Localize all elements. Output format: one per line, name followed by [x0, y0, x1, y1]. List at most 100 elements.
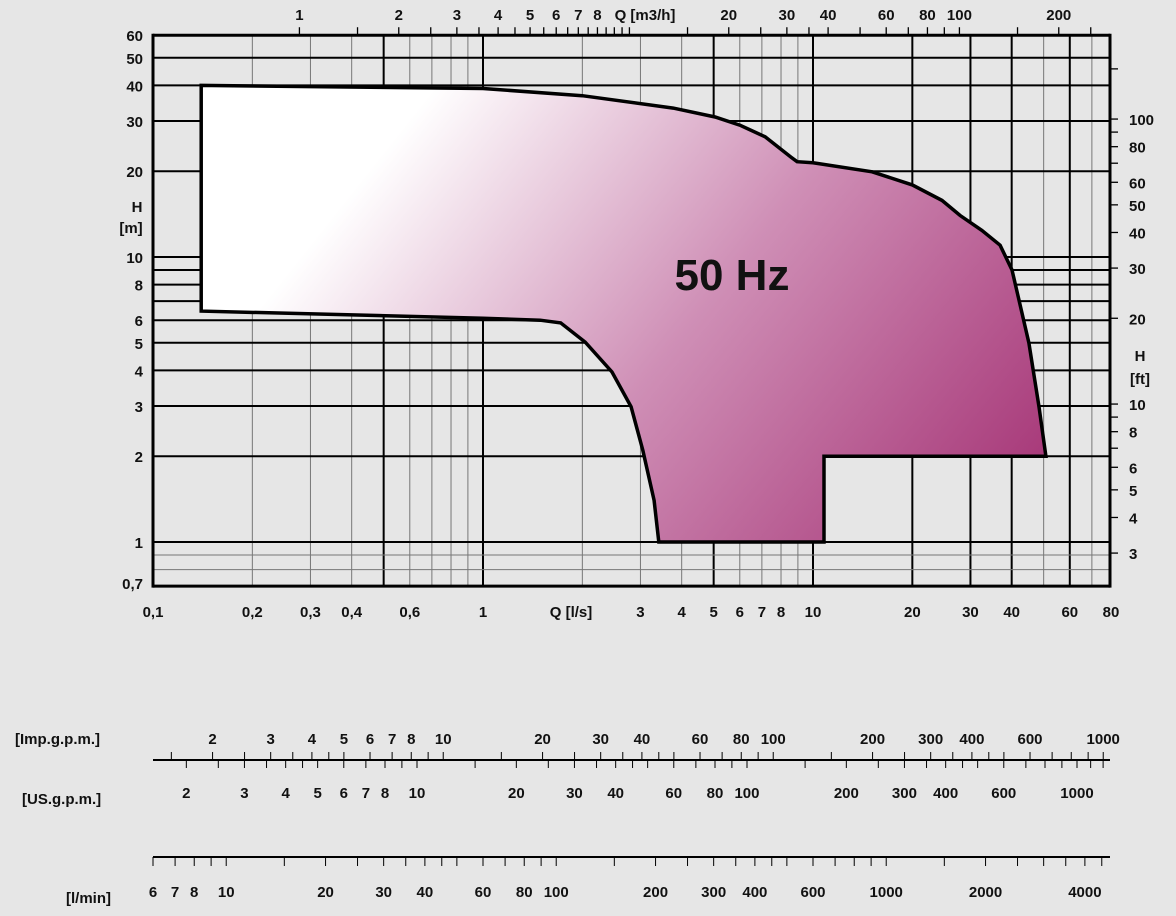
imp-gpm-label: 100 — [761, 731, 786, 748]
lmin-label: 6 — [149, 884, 157, 901]
right-axis-tick-label: 80 — [1129, 140, 1146, 157]
us-gpm-label: 10 — [409, 785, 426, 802]
imp-gpm-label: 20 — [534, 731, 551, 748]
x-axis-tick-label: 1 — [479, 604, 487, 621]
y-axis-unit: [m] — [119, 220, 142, 237]
y-axis-tick-label: 0,7 — [122, 576, 143, 593]
us-gpm-label: 6 — [340, 785, 348, 802]
right-axis-tick-label: 100 — [1129, 112, 1154, 129]
right-axis-tick-label: 8 — [1129, 425, 1137, 442]
us-gpm-label: 5 — [313, 785, 321, 802]
lmin-label: 200 — [643, 884, 668, 901]
right-axis-tick-label: 5 — [1129, 483, 1137, 500]
y-axis-tick-label: 3 — [135, 399, 143, 416]
top-axis-tick-label: 80 — [919, 7, 936, 24]
top-axis-tick-label: 7 — [574, 7, 582, 24]
top-axis-tick-label: 200 — [1046, 7, 1071, 24]
right-axis-tick-label: 20 — [1129, 311, 1146, 328]
top-axis-tick-label: 5 — [526, 7, 534, 24]
y-axis-tick-label: 10 — [126, 250, 143, 267]
right-axis-tick-label: 30 — [1129, 261, 1146, 278]
us-gpm-label: 80 — [707, 785, 724, 802]
right-axis-tick-label: 10 — [1129, 397, 1146, 414]
lmin-label: 2000 — [969, 884, 1002, 901]
imp-gpm-label: 30 — [592, 731, 609, 748]
top-axis-tick-label: 30 — [779, 7, 796, 24]
x-axis-tick-label: 0,3 — [300, 604, 321, 621]
right-axis-tick-label: 60 — [1129, 175, 1146, 192]
right-axis-tick-label: 4 — [1129, 510, 1138, 527]
imp-gpm-label: 10 — [435, 731, 452, 748]
us-gpm-label: 4 — [281, 785, 290, 802]
imp-gpm-label: 300 — [918, 731, 943, 748]
y-axis-tick-label: 40 — [126, 78, 143, 95]
right-axis-unit: [ft] — [1130, 371, 1150, 388]
imp-gpm-label: 2 — [208, 731, 216, 748]
y-axis-tick-label: 4 — [135, 363, 144, 380]
lmin-label: 7 — [171, 884, 179, 901]
lmin-label: 10 — [218, 884, 235, 901]
imp-gpm-label: 80 — [733, 731, 750, 748]
top-axis-tick-label: 100 — [947, 7, 972, 24]
top-axis-tick-label: 6 — [552, 7, 560, 24]
y-axis-tick-label: 6 — [135, 313, 143, 330]
imp-gpm-label: 40 — [634, 731, 651, 748]
y-axis-title: H — [132, 199, 143, 216]
y-axis-tick-label: 60 — [126, 28, 143, 45]
right-axis-tick-label: 40 — [1129, 225, 1146, 242]
imp-gpm-label: 600 — [1018, 731, 1043, 748]
operating-range-area — [199, 83, 1048, 544]
us-gpm-label: 20 — [508, 785, 525, 802]
x-axis-tick-label: 3 — [636, 604, 644, 621]
imp-gpm-title: [Imp.g.p.m.] — [15, 731, 100, 748]
x-axis-tick-label: 4 — [678, 604, 687, 621]
us-gpm-label: 100 — [734, 785, 759, 802]
x-axis-title: Q [l/s] — [550, 604, 593, 621]
x-axis-tick-label: 10 — [805, 604, 822, 621]
x-axis-tick-label: 5 — [709, 604, 717, 621]
us-gpm-label: 200 — [834, 785, 859, 802]
lmin-label: 4000 — [1068, 884, 1101, 901]
y-axis-tick-label: 20 — [126, 164, 143, 181]
top-axis-tick-label: 4 — [494, 7, 503, 24]
lmin-label: 60 — [475, 884, 492, 901]
axes — [151, 27, 1118, 866]
us-gpm-label: 2 — [182, 785, 190, 802]
us-gpm-label: 40 — [607, 785, 624, 802]
lmin-title: [l/min] — [66, 890, 111, 907]
top-axis-tick-label: 60 — [878, 7, 895, 24]
y-axis-tick-label: 1 — [135, 535, 143, 552]
top-axis-tick-label: 1 — [295, 7, 303, 24]
x-axis-tick-label: 6 — [736, 604, 744, 621]
imp-gpm-label: 200 — [860, 731, 885, 748]
lmin-label: 600 — [800, 884, 825, 901]
top-axis-tick-label: 2 — [395, 7, 403, 24]
us-gpm-label: 300 — [892, 785, 917, 802]
lmin-label: 100 — [544, 884, 569, 901]
x-axis-tick-label: 80 — [1103, 604, 1120, 621]
x-axis-tick-label: 60 — [1061, 604, 1078, 621]
lmin-label: 40 — [417, 884, 434, 901]
us-gpm-title: [US.g.p.m.] — [22, 791, 101, 808]
y-axis-tick-label: 2 — [135, 449, 143, 466]
lmin-label: 20 — [317, 884, 334, 901]
y-axis-tick-label: 8 — [135, 278, 143, 295]
x-axis-tick-label: 0,1 — [143, 604, 164, 621]
right-axis-tick-label: 50 — [1129, 198, 1146, 215]
top-axis-title: Q [m3/h] — [615, 7, 676, 24]
top-axis-tick-label: 40 — [820, 7, 837, 24]
imp-gpm-label: 3 — [267, 731, 275, 748]
imp-gpm-label: 60 — [692, 731, 709, 748]
imp-gpm-label: 7 — [388, 731, 396, 748]
top-axis-tick-label: 8 — [593, 7, 601, 24]
imp-gpm-label: 4 — [308, 731, 317, 748]
imp-gpm-label: 5 — [340, 731, 348, 748]
us-gpm-label: 7 — [362, 785, 370, 802]
right-axis-tick-label: 3 — [1129, 546, 1137, 563]
lmin-label: 80 — [516, 884, 533, 901]
x-axis-tick-label: 8 — [777, 604, 785, 621]
y-axis-tick-label: 30 — [126, 114, 143, 131]
y-axis-tick-label: 5 — [135, 336, 143, 353]
